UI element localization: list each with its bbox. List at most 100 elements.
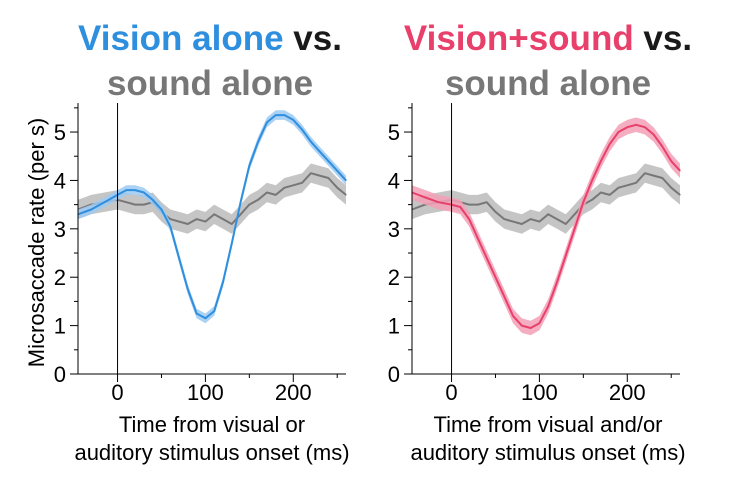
data-point [266,121,268,123]
data-point [574,228,576,230]
data-point [275,194,277,196]
data-point [283,114,286,116]
data-point [345,194,347,196]
data-point [222,281,224,283]
data-point [556,218,558,220]
data-point [609,143,611,145]
data-point [600,191,602,194]
data-point [653,133,655,136]
data-point [319,175,321,177]
data-point [283,187,286,189]
error-band [412,117,680,336]
data-point [125,201,127,203]
data-point [626,126,628,128]
data-point [319,150,321,152]
data-point [257,199,259,201]
data-point [152,199,154,201]
data-point [275,114,277,116]
y-tick-label: 5 [54,120,66,145]
data-point [196,312,198,315]
title-highlight: Vision+sound [404,19,634,58]
data-point [538,322,541,324]
data-point [248,165,250,167]
data-point [644,126,646,128]
data-point [617,187,620,189]
x-axis-label: auditory stimulus onset (ms) [74,440,349,465]
data-point [670,160,672,162]
data-point [644,172,646,174]
data-point [125,189,127,191]
data-point [635,182,637,184]
data-point [503,218,505,220]
data-point [90,208,92,211]
data-point [134,204,136,206]
series-vision-alone [77,110,347,324]
x-tick-label: 200 [609,380,646,405]
series-line [411,123,681,329]
title-vs: vs. [634,19,692,58]
chart-title: Vision alone vs. [78,19,342,58]
y-tick-label: 5 [388,120,400,145]
data-point [310,172,312,174]
data-point [248,204,250,206]
data-point [143,191,145,194]
data-point [679,170,681,172]
data-point [617,131,620,133]
data-point [327,160,329,162]
data-point [231,223,233,225]
data-point [512,315,514,317]
data-point [494,211,497,213]
data-point [257,141,259,143]
data-point [477,204,479,206]
series-line [411,172,681,225]
series-sound-alone [411,163,681,234]
data-point [143,204,145,206]
data-point [204,221,206,223]
data-point [679,194,681,196]
x-tick-label: 0 [445,380,457,405]
chart-panel-1: Vision alone vs. sound alone 0 1 2 3 4 5 0 100 200… [24,19,350,465]
data-point [582,201,584,203]
data-point [530,327,532,329]
data-point [494,276,497,278]
y-axis-label: Microsaccade rate (per s) [24,118,49,367]
title-highlight: Vision alone [78,19,284,58]
data-point [635,124,637,126]
data-point [327,177,329,179]
data-point [178,221,180,223]
data-point [591,199,593,201]
data-point [187,223,189,225]
data-point [661,146,664,148]
data-point [503,296,505,298]
data-point [134,189,136,191]
series-line [77,172,347,225]
data-point [213,213,215,215]
data-point [565,223,567,225]
error-band [78,163,346,234]
chart-title-line2: sound alone [107,64,313,103]
data-point [565,254,567,256]
data-point [169,225,171,227]
data-point [521,325,523,327]
data-point [468,204,470,206]
data-point [187,288,189,290]
data-point [670,187,672,189]
x-tick-label: 100 [187,380,224,405]
x-tick-label: 100 [521,380,558,405]
data-point [301,182,303,184]
y-tick-label: 2 [388,265,400,290]
data-point [336,170,338,172]
data-point [240,213,242,215]
title-vs: vs. [284,19,342,58]
data-point [301,129,303,131]
data-point [591,179,593,181]
series-sound-alone [77,163,347,234]
data-point [292,119,294,121]
x-axis-label: Time from visual or [119,412,305,437]
y-tick-label: 0 [54,362,66,387]
chart-panel-2: Vision+sound vs. sound alone 0 1 2 3 4 5 0 100 200… [388,19,692,465]
data-point [292,184,294,186]
data-point [547,305,549,307]
data-point [530,218,532,220]
